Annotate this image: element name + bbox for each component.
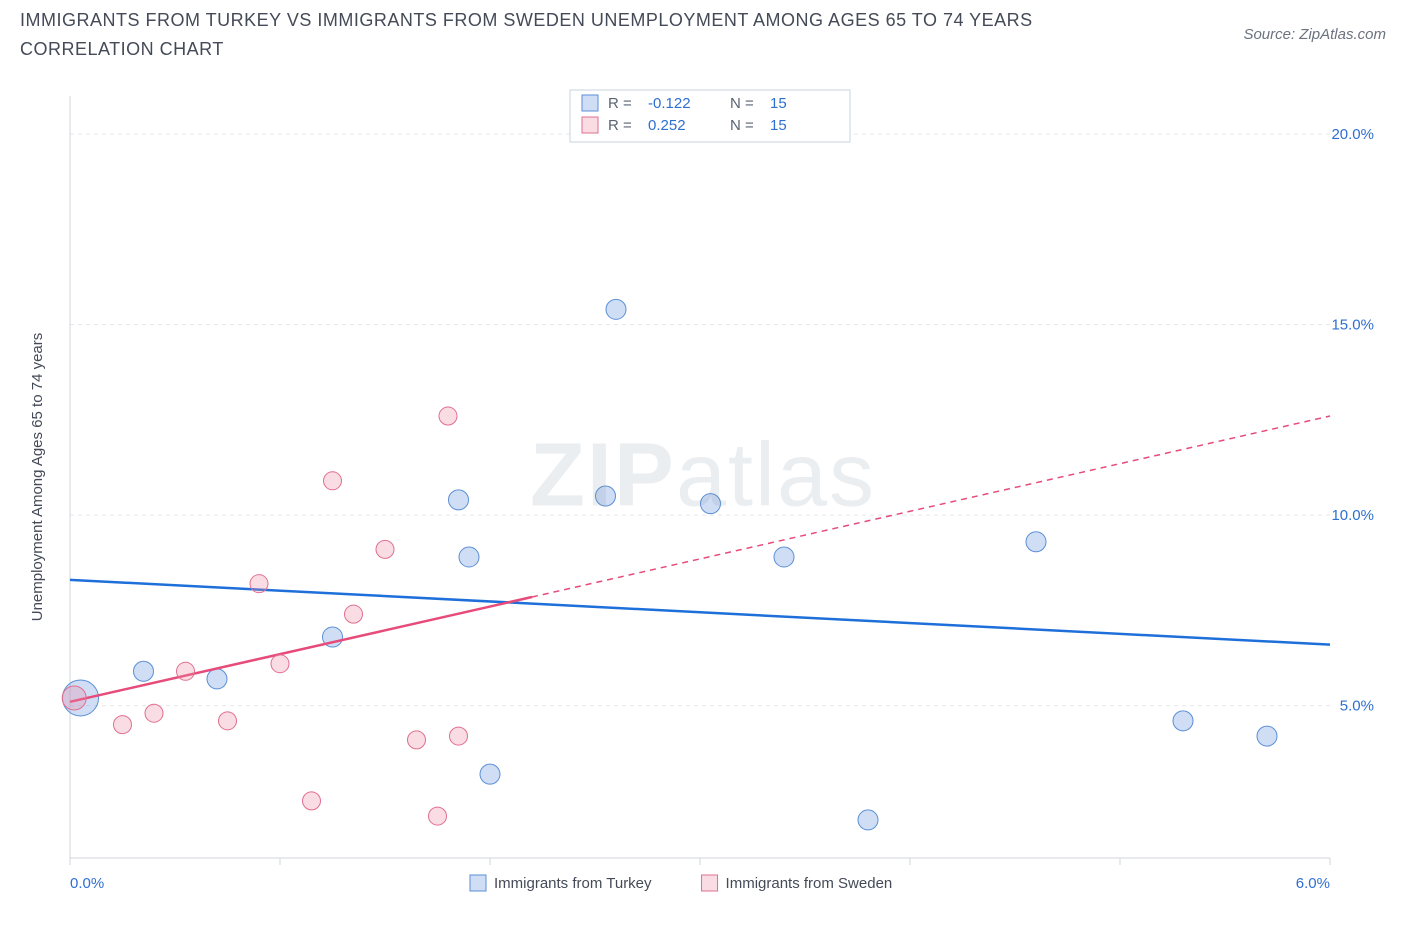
y-tick-label: 10.0% [1331, 507, 1374, 524]
y-tick-label: 5.0% [1340, 698, 1374, 715]
bottom-legend-sweden: Immigrants from Sweden [726, 875, 893, 892]
trend-sweden [70, 597, 532, 702]
legend-r-label: R = [608, 95, 632, 112]
point-turkey [449, 490, 469, 510]
point-sweden [324, 472, 342, 490]
point-sweden [219, 712, 237, 730]
legend-r-value: 0.252 [648, 117, 686, 134]
point-turkey [596, 486, 616, 506]
point-turkey [134, 661, 154, 681]
legend-n-value: 15 [770, 117, 787, 134]
legend-n-label: N = [730, 95, 754, 112]
point-sweden [450, 727, 468, 745]
point-sweden [114, 716, 132, 734]
bottom-legend-turkey: Immigrants from Turkey [494, 875, 652, 892]
y-axis-title: Unemployment Among Ages 65 to 74 years [29, 333, 46, 622]
point-turkey [1026, 532, 1046, 552]
point-sweden [429, 807, 447, 825]
y-tick-label: 15.0% [1331, 317, 1374, 334]
point-turkey [207, 669, 227, 689]
point-turkey [480, 764, 500, 784]
point-sweden [145, 704, 163, 722]
legend-n-value: 15 [770, 95, 787, 112]
legend-swatch-turkey [582, 95, 598, 111]
bottom-swatch-turkey [470, 875, 486, 891]
legend-r-label: R = [608, 117, 632, 134]
point-sweden [271, 655, 289, 673]
point-turkey [459, 547, 479, 567]
point-turkey [858, 810, 878, 830]
x-tick-label: 6.0% [1296, 875, 1330, 892]
point-sweden [62, 686, 86, 710]
legend-swatch-sweden [582, 117, 598, 133]
legend-r-value: -0.122 [648, 95, 691, 112]
point-turkey [774, 547, 794, 567]
trend-sweden-dash [532, 416, 1330, 597]
chart-svg: 5.0% 10.0% 15.0% 20.0% 0.0% 6.0% Unemployment … [20, 78, 1386, 908]
point-sweden [439, 407, 457, 425]
x-tick-label: 0.0% [70, 875, 104, 892]
legend-n-label: N = [730, 117, 754, 134]
correlation-chart: 5.0% 10.0% 15.0% 20.0% 0.0% 6.0% Unemployment … [20, 78, 1386, 908]
point-turkey [701, 494, 721, 514]
point-turkey [606, 299, 626, 319]
point-turkey [1173, 711, 1193, 731]
point-sweden [408, 731, 426, 749]
source-label: Source: ZipAtlas.com [1243, 6, 1386, 43]
point-sweden [250, 575, 268, 593]
y-tick-label: 20.0% [1331, 126, 1374, 143]
page-title: IMMIGRANTS FROM TURKEY VS IMMIGRANTS FRO… [20, 6, 1120, 64]
point-sweden [303, 792, 321, 810]
point-turkey [1257, 726, 1277, 746]
point-sweden [177, 662, 195, 680]
point-sweden [345, 605, 363, 623]
point-sweden [376, 540, 394, 558]
bottom-swatch-sweden [702, 875, 718, 891]
